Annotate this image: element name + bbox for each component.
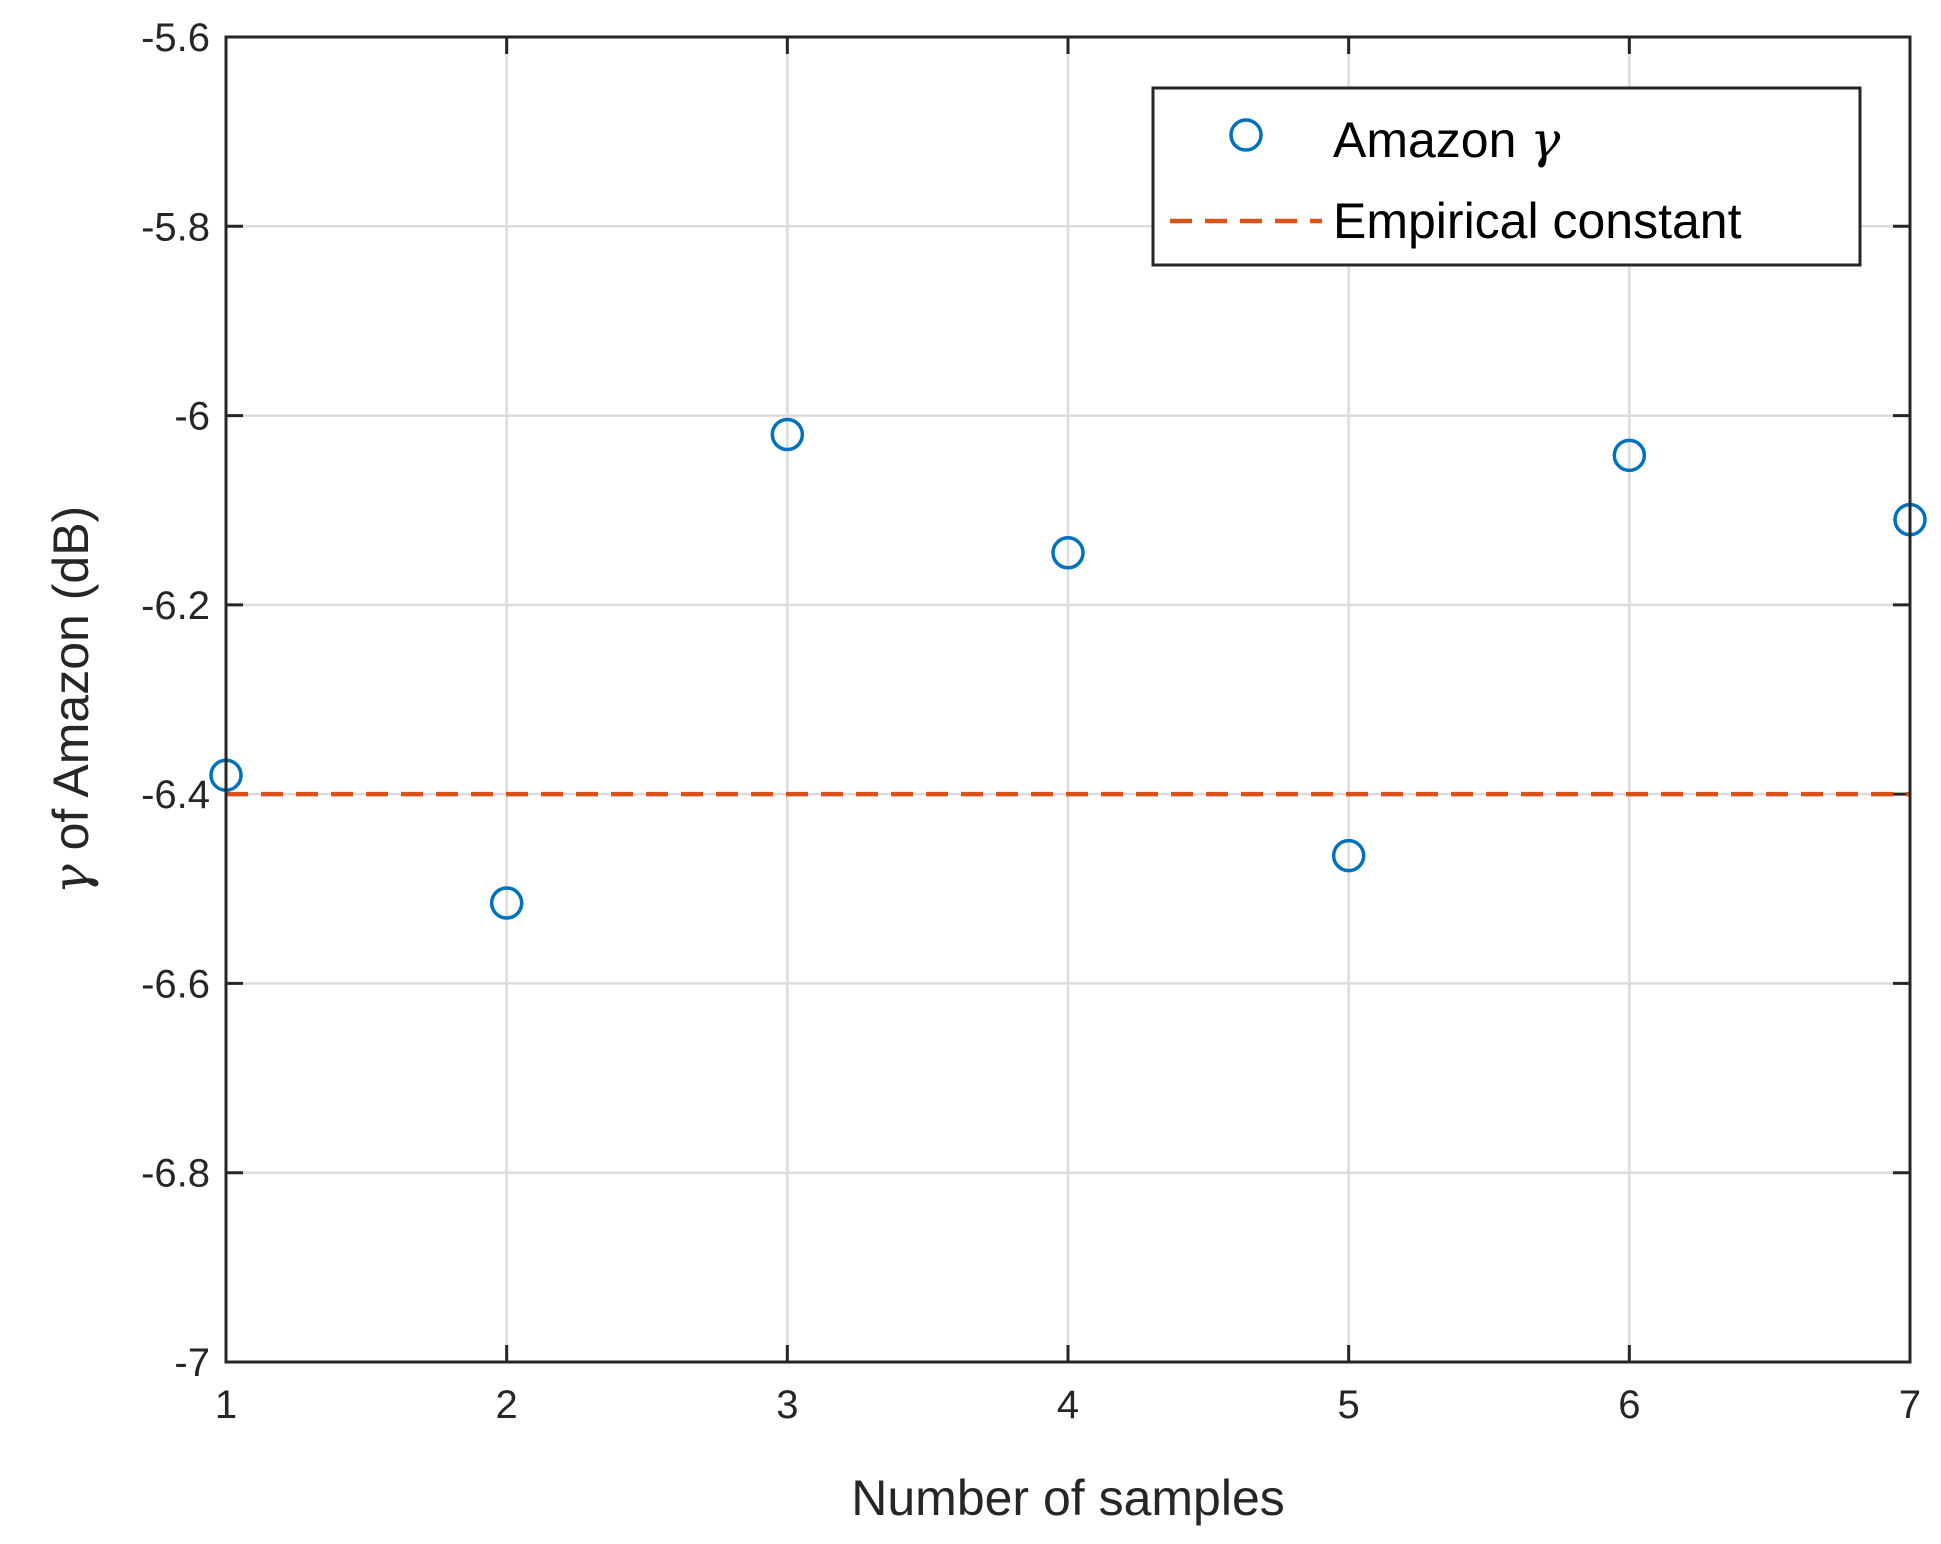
legend-label-empirical: Empirical constant	[1333, 193, 1742, 249]
legend-label-amazon: Amazon γ	[1333, 111, 1560, 169]
x-tick-label: 5	[1338, 1383, 1360, 1427]
x-tick-label: 1	[215, 1383, 237, 1427]
legend-box	[1151, 86, 1862, 267]
y-tick-labels: -7 -6.8 -6.6 -6.4 -6.2 -6 -5.8 -5.6	[141, 16, 210, 1385]
x-tick-label: 6	[1618, 1383, 1640, 1427]
y-tick-label: -6.4	[141, 773, 210, 817]
x-tick-labels: 1 2 3 4 5 6 7	[215, 1383, 1921, 1427]
legend: Amazon γ Empirical constant	[1151, 86, 1862, 267]
y-tick-label: -7	[174, 1341, 210, 1385]
amazon-gamma-point	[1612, 438, 1647, 473]
axes-box	[224, 35, 1912, 1364]
y-tick-label: -6	[174, 395, 210, 439]
y-axis-title-gamma: γ	[42, 864, 100, 894]
y-axis-title-text: of Amazon (dB)	[43, 506, 99, 865]
x-tick-label: 2	[496, 1383, 518, 1427]
legend-marker-amazon	[1229, 118, 1263, 152]
x-tick-label: 4	[1057, 1383, 1079, 1427]
legend-label-amazon-gamma: γ	[1530, 111, 1560, 169]
x-tick-label: 3	[776, 1383, 798, 1427]
amazon-gamma-point	[1331, 838, 1366, 873]
legend-label-amazon-text: Amazon	[1333, 112, 1530, 168]
amazon-gamma-point	[770, 417, 805, 452]
y-tick-label: -6.6	[141, 962, 210, 1006]
y-tick-label: -6.8	[141, 1152, 210, 1196]
y-axis-title: γ of Amazon (dB)	[42, 506, 100, 894]
amazon-gamma-point	[489, 886, 524, 920]
y-tick-label: -6.2	[141, 584, 210, 628]
x-tick-label: 7	[1899, 1383, 1921, 1427]
amazon-gamma-point	[1051, 536, 1085, 570]
y-tick-label: -5.8	[141, 205, 210, 249]
x-axis-title: Number of samples	[851, 1470, 1285, 1526]
y-tick-label: -5.6	[141, 16, 210, 60]
